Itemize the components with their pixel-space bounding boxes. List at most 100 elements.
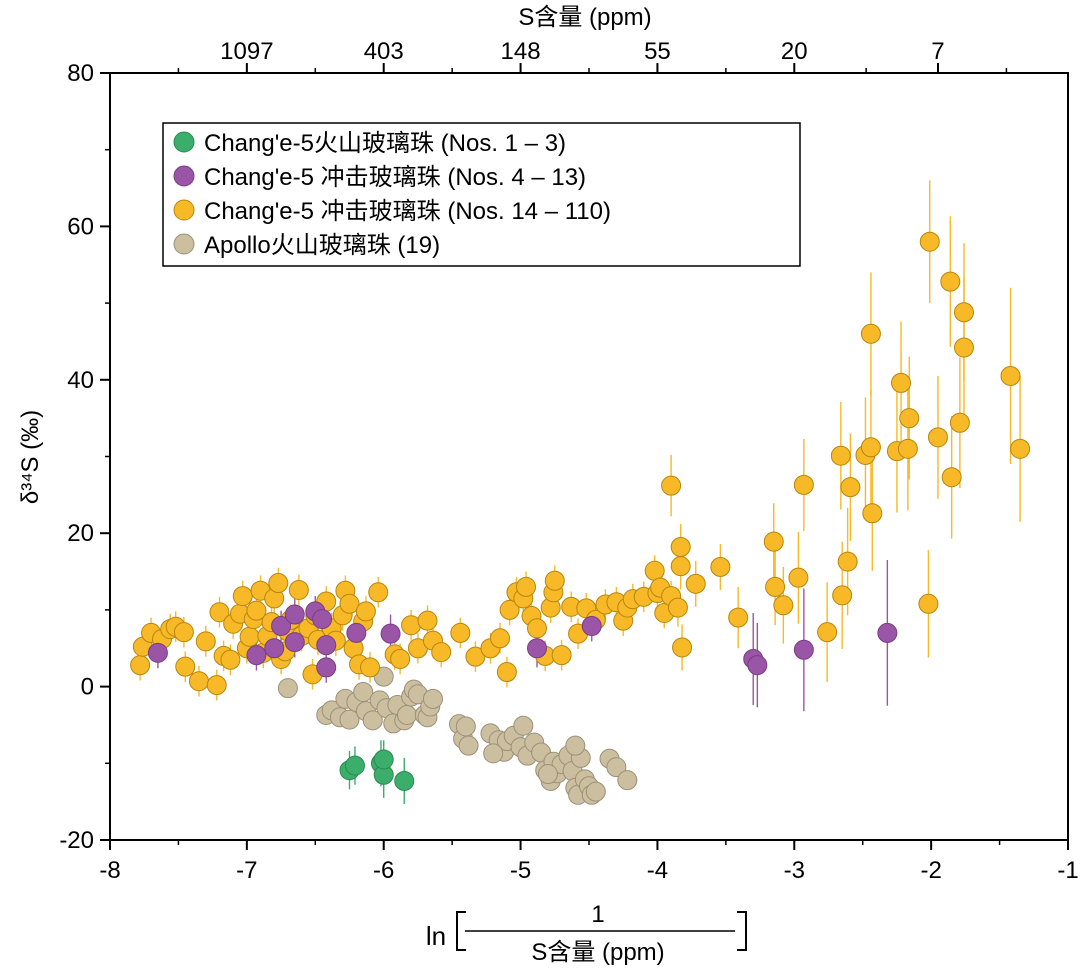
data-point <box>246 645 267 666</box>
data-point <box>919 231 940 252</box>
data-point <box>763 531 784 552</box>
data-point <box>147 642 168 663</box>
data-point <box>465 646 486 667</box>
data-point <box>339 709 360 730</box>
data-point <box>793 474 814 495</box>
series-1 <box>147 601 898 678</box>
top-axis: 1097 403 148 55 20 7 <box>177 38 1008 73</box>
x-axis-label-bracket-right <box>737 911 747 951</box>
x-tick-label: -6 <box>373 857 394 884</box>
data-point <box>1010 438 1031 459</box>
top-tick-label: 148 <box>501 38 541 65</box>
data-points <box>130 231 1031 805</box>
legend-label: Apollo火山玻璃珠 (19) <box>204 232 440 259</box>
data-point <box>516 576 537 597</box>
x-axis-label: ln 1 S含量 (ppm) <box>426 901 747 966</box>
y-tick-label: 0 <box>81 674 94 701</box>
data-point <box>316 635 337 656</box>
x-tick-label: -1 <box>1057 857 1078 884</box>
y-tick-label: 60 <box>67 213 94 240</box>
data-point <box>220 649 241 670</box>
data-point <box>537 764 558 785</box>
data-point <box>670 537 691 558</box>
data-point <box>339 593 360 614</box>
data-point <box>271 616 292 637</box>
data-point <box>551 645 572 666</box>
data-point <box>396 704 417 725</box>
data-point <box>817 622 838 643</box>
error-bars <box>139 180 1021 804</box>
data-point <box>483 743 504 764</box>
top-tick-label: 403 <box>364 38 404 65</box>
data-point <box>268 573 289 594</box>
data-point <box>195 631 216 652</box>
y-axis: -20 0 20 40 60 80 <box>59 60 110 854</box>
data-point <box>246 600 267 621</box>
data-point <box>953 302 974 323</box>
data-point <box>606 757 627 778</box>
data-point <box>581 616 602 637</box>
top-axis-label: S含量 (ppm) <box>518 4 651 31</box>
data-point <box>173 622 194 643</box>
data-point <box>360 657 381 678</box>
data-point <box>710 556 731 577</box>
x-tick-label: -4 <box>647 857 668 884</box>
data-point <box>899 408 920 429</box>
data-point <box>585 781 606 802</box>
top-tick-label: 20 <box>781 38 808 65</box>
data-point <box>897 438 918 459</box>
legend: Chang'e-5火山玻璃珠 (Nos. 1 – 3) Chang'e-5 冲击玻… <box>162 122 801 267</box>
data-point <box>188 671 209 692</box>
data-point <box>526 618 547 639</box>
data-point <box>394 770 415 791</box>
data-point <box>513 715 534 736</box>
data-point <box>431 642 452 663</box>
data-point <box>346 622 367 643</box>
data-point <box>685 573 706 594</box>
top-tick-label: 7 <box>931 38 944 65</box>
data-point <box>175 656 196 677</box>
x-axis-label-numerator: 1 <box>591 901 604 928</box>
data-point <box>209 602 230 623</box>
data-point <box>373 749 394 770</box>
data-point <box>728 607 749 628</box>
data-point <box>765 576 786 597</box>
top-tick-label: 1097 <box>220 38 273 65</box>
data-point <box>617 770 638 791</box>
data-point <box>544 570 565 591</box>
data-point <box>239 626 260 647</box>
y-axis-label: δ³⁴S (‰) <box>17 410 44 504</box>
legend-marker <box>173 165 195 187</box>
legend-label: Chang'e-5火山玻璃珠 (Nos. 1 – 3) <box>204 130 566 157</box>
data-point <box>953 337 974 358</box>
data-point <box>496 662 517 683</box>
data-point <box>672 637 693 658</box>
legend-label: Chang'e-5 冲击玻璃珠 (Nos. 14 – 110) <box>204 198 611 225</box>
x-axis: -8 -7 -6 -5 -4 -3 -2 -1 <box>99 840 1079 884</box>
data-point <box>832 585 853 606</box>
data-point <box>837 551 858 572</box>
data-point <box>312 609 333 630</box>
y-tick-label: 20 <box>67 520 94 547</box>
y-tick-label: 80 <box>67 60 94 87</box>
data-point <box>206 675 227 696</box>
data-point <box>288 579 309 600</box>
data-point <box>667 597 688 618</box>
data-point <box>644 560 665 581</box>
data-point <box>284 604 305 625</box>
legend-marker <box>173 233 195 255</box>
legend-marker <box>173 199 195 221</box>
legend-marker <box>173 131 195 153</box>
data-point <box>390 648 411 669</box>
data-point <box>490 628 511 649</box>
data-point <box>891 372 912 393</box>
data-point <box>793 639 814 660</box>
legend-box <box>162 122 801 267</box>
data-point <box>526 638 547 659</box>
data-point <box>284 632 305 653</box>
series-0 <box>339 749 415 791</box>
x-axis-label-denominator: S含量 (ppm) <box>531 939 664 966</box>
data-point <box>927 427 948 448</box>
x-tick-label: -2 <box>920 857 941 884</box>
